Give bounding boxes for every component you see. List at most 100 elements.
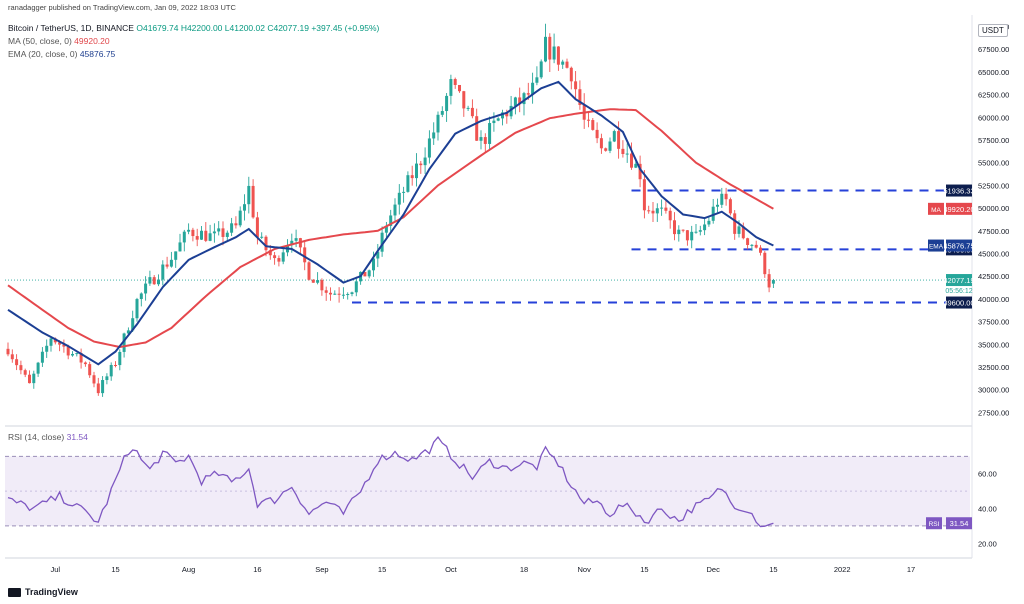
level-label: 51936.33	[943, 187, 974, 196]
ma-price-label: 49920.20	[943, 205, 974, 214]
candle-body	[612, 131, 616, 142]
candle-body	[655, 208, 659, 214]
ohlc-high: H42200.00	[180, 23, 223, 33]
candle-body	[62, 344, 66, 347]
candle-body	[157, 279, 160, 285]
candle-body	[161, 264, 165, 280]
candle-body	[668, 210, 672, 221]
candle-body	[114, 364, 117, 366]
candle-body	[720, 193, 724, 205]
ma-line	[7, 108, 774, 349]
candle-body	[58, 342, 62, 345]
candle-body	[294, 238, 298, 241]
currency-button[interactable]: USDT	[978, 24, 1008, 37]
candle-body	[316, 280, 320, 283]
candle-body	[135, 299, 139, 319]
candle-body	[320, 280, 324, 291]
candle-body	[105, 376, 109, 381]
candle-body	[311, 279, 315, 283]
rsi-legend[interactable]: RSI (14, close) 31.54	[8, 432, 88, 442]
candle-body	[651, 210, 655, 214]
candle-body	[750, 244, 754, 246]
ma-legend-value: 49920.20	[74, 36, 110, 46]
candle-body	[634, 163, 638, 168]
tradingview-logo-icon	[8, 587, 21, 597]
time-tick-label: Dec	[707, 565, 721, 574]
candle-body	[681, 229, 685, 231]
candle-body	[685, 230, 689, 241]
candle-body	[225, 232, 229, 237]
rsi-line	[7, 436, 774, 528]
candle-body	[548, 36, 552, 60]
candle-body	[565, 61, 569, 68]
candle-body	[561, 61, 565, 65]
price-tick-label: 30000.00	[978, 386, 1009, 395]
candle-body	[372, 258, 375, 271]
candle-body	[152, 277, 156, 285]
candle-body	[109, 364, 113, 377]
candle-body	[40, 351, 44, 363]
candle-body	[436, 114, 440, 133]
ema-tag: EMA	[929, 244, 944, 251]
candle-body	[126, 330, 130, 334]
candle-body	[144, 283, 148, 294]
candle-body	[746, 238, 750, 245]
candle-body	[169, 259, 173, 267]
ohlc-open: O41679.74	[136, 23, 179, 33]
time-tick-label: 18	[520, 565, 528, 574]
price-tick-label: 47500.00	[978, 227, 1009, 236]
ema-tag-box	[928, 239, 944, 252]
candle-body	[509, 105, 513, 117]
candle-body	[432, 132, 436, 139]
candle-body	[475, 116, 479, 141]
tradingview-logo-text: TradingView	[25, 587, 78, 597]
publisher-credit: ranadagger published on TradingView.com,…	[8, 3, 236, 12]
candle-body	[513, 97, 517, 106]
price-tick-label: 32500.00	[978, 363, 1009, 372]
candle-body	[621, 148, 625, 155]
price-tick-label: 50000.00	[978, 204, 1009, 213]
candle-body	[260, 236, 264, 238]
candle-body	[354, 281, 358, 293]
candle-body	[367, 270, 371, 277]
countdown-label: 05:56:12	[945, 288, 972, 295]
rsi-legend-label: RSI (14, close)	[8, 432, 65, 442]
candle-body	[243, 204, 246, 211]
candle-body	[122, 333, 126, 352]
candle-body	[642, 179, 646, 211]
candle-body	[303, 247, 307, 263]
candle-body	[483, 137, 487, 144]
rsi-tag-box	[926, 517, 942, 530]
ema-legend-value: 45876.75	[79, 49, 116, 59]
time-tick-label: 15	[640, 565, 648, 574]
candle-body	[393, 204, 397, 216]
candle-body	[488, 123, 492, 144]
candle-body	[32, 373, 36, 384]
candle-body	[608, 141, 612, 151]
price-tick-label: 42500.00	[978, 272, 1009, 281]
candle-body	[522, 93, 526, 105]
ma-legend[interactable]: MA (50, close, 0) 49920.20	[8, 36, 110, 46]
candle-body	[148, 277, 152, 284]
ema-price-label-box	[946, 239, 972, 252]
candle-body	[647, 210, 651, 212]
time-tick-label: 15	[769, 565, 777, 574]
time-tick-label: 2022	[834, 565, 851, 574]
ema-legend[interactable]: EMA (20, close, 0) 45876.75	[8, 49, 115, 59]
candle-body	[195, 236, 199, 240]
candle-body	[767, 274, 771, 288]
rsi-value-label: 31.54	[950, 519, 969, 528]
candle-body	[208, 233, 212, 241]
candle-body	[255, 217, 259, 238]
candle-body	[445, 95, 449, 112]
candle-body	[440, 111, 444, 115]
candle-body	[268, 250, 272, 256]
last-price-label-box	[946, 274, 972, 287]
candle-body	[79, 353, 83, 363]
candle-body	[204, 230, 208, 241]
candle-body	[501, 112, 504, 119]
candle-body	[410, 175, 414, 179]
candle-body	[466, 107, 470, 109]
candle-body	[363, 271, 367, 277]
candle-body	[423, 157, 427, 166]
